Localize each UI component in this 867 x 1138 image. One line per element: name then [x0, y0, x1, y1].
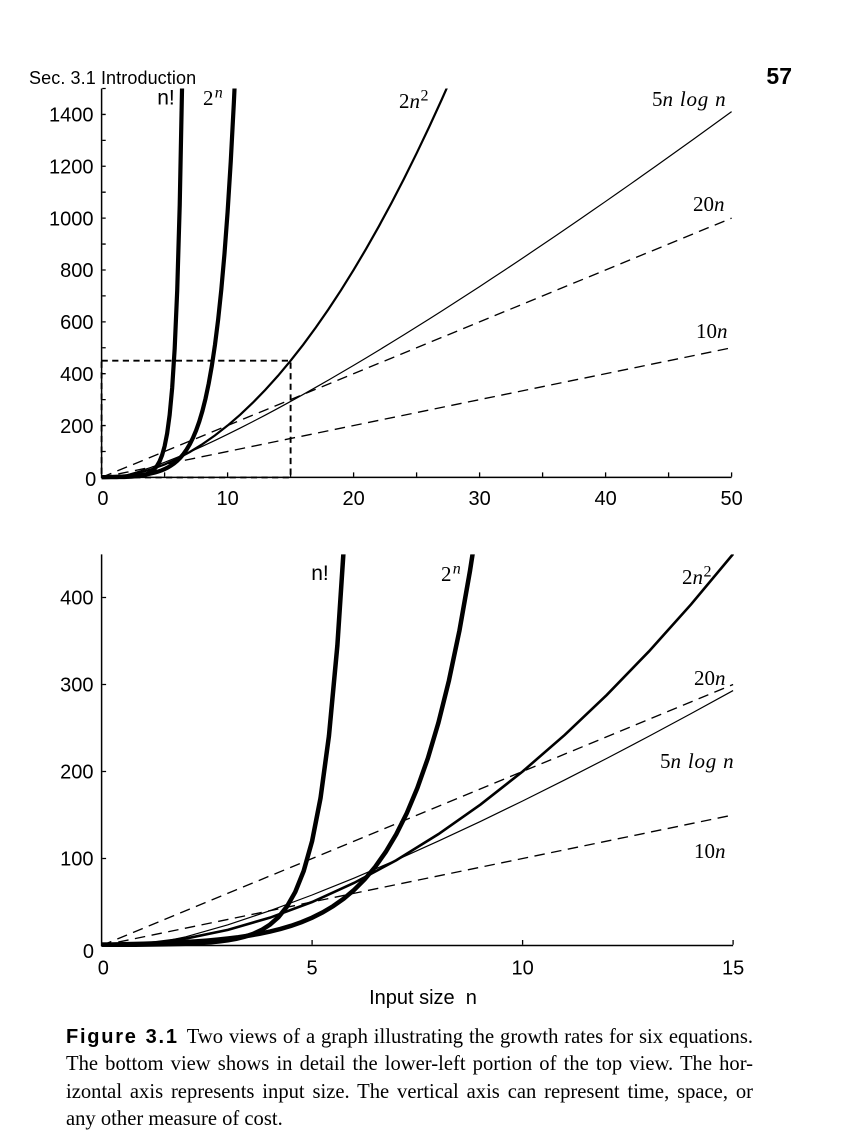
svg-text:20n: 20n	[694, 666, 726, 690]
svg-text:200: 200	[60, 762, 93, 784]
svg-text:300: 300	[60, 675, 93, 697]
svg-text:0: 0	[98, 958, 109, 980]
svg-text:2n2: 2n2	[682, 564, 712, 590]
svg-text:600: 600	[60, 312, 93, 334]
svg-text:2n2: 2n2	[399, 88, 429, 114]
svg-text:0: 0	[83, 941, 94, 963]
svg-text:15: 15	[722, 958, 744, 980]
svg-text:10: 10	[511, 958, 533, 980]
svg-text:5n log n: 5n log n	[652, 87, 726, 111]
svg-text:10n: 10n	[694, 839, 726, 863]
svg-text:10: 10	[216, 488, 238, 510]
svg-text:0: 0	[85, 469, 96, 491]
svg-text:400: 400	[60, 588, 93, 610]
svg-text:200: 200	[60, 416, 93, 438]
svg-text:10n: 10n	[696, 319, 728, 343]
svg-text:30: 30	[468, 488, 490, 510]
svg-text:Input size n: Input size n	[369, 987, 477, 1009]
svg-text:40: 40	[594, 488, 616, 510]
svg-text:5: 5	[307, 958, 318, 980]
svg-text:n!: n!	[311, 562, 329, 585]
svg-text:2n: 2n	[441, 561, 461, 587]
svg-text:2n: 2n	[203, 85, 223, 111]
svg-text:1200: 1200	[49, 156, 94, 178]
svg-text:100: 100	[60, 849, 93, 871]
svg-text:5n log n: 5n log n	[660, 749, 734, 773]
svg-text:0: 0	[97, 488, 108, 510]
svg-text:400: 400	[60, 364, 93, 386]
svg-text:800: 800	[60, 260, 93, 282]
svg-text:20n: 20n	[693, 192, 725, 216]
svg-text:n!: n!	[157, 87, 175, 110]
svg-text:20: 20	[342, 488, 364, 510]
svg-text:1000: 1000	[49, 208, 94, 230]
svg-text:1400: 1400	[49, 105, 94, 127]
svg-text:50: 50	[720, 488, 742, 510]
